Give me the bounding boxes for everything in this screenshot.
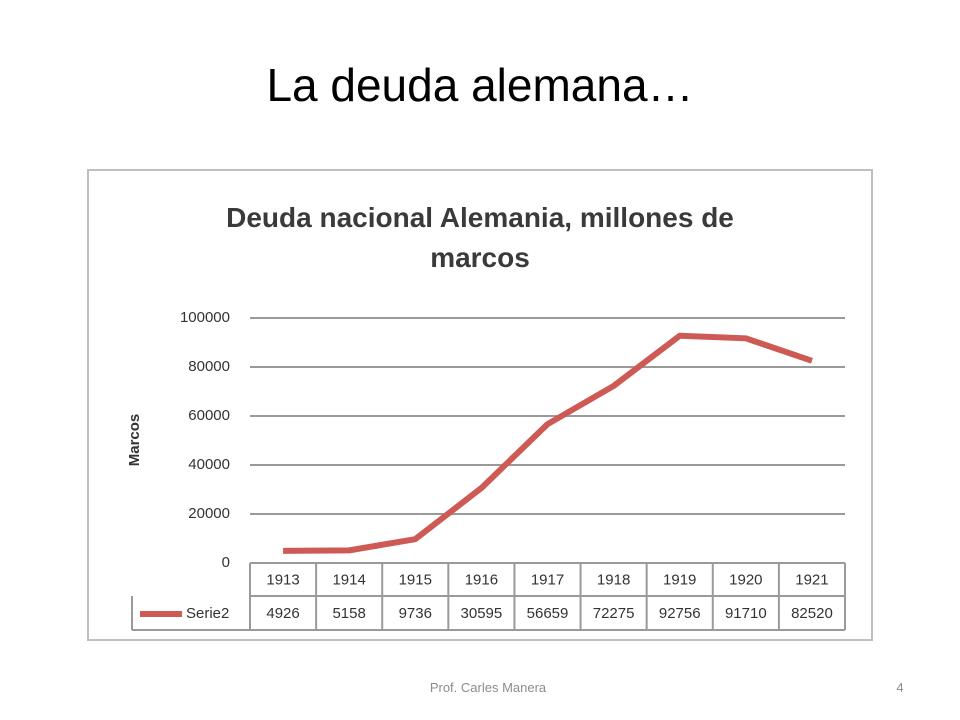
table-value: 92756 — [659, 605, 701, 622]
x-tick-label: 1914 — [332, 571, 365, 588]
y-axis-label: Marcos — [126, 414, 143, 467]
table-value: 4926 — [266, 605, 299, 622]
x-tick-label: 1919 — [663, 571, 696, 588]
y-tick-label: 0 — [222, 554, 230, 571]
table-value: 72275 — [593, 605, 635, 622]
chart-title: Deuda nacional Alemania, millones de mar… — [226, 202, 734, 273]
table-value: 82520 — [791, 605, 833, 622]
y-tick-label: 20000 — [188, 505, 230, 522]
page-number: 4 — [896, 680, 904, 695]
x-tick-label: 1913 — [266, 571, 299, 588]
x-tick-label: 1917 — [531, 571, 564, 588]
table-value: 5158 — [332, 605, 365, 622]
chart-frame — [87, 169, 873, 641]
y-tick-label: 60000 — [188, 407, 230, 424]
table-value: 91710 — [725, 605, 767, 622]
table-value: 30595 — [461, 605, 503, 622]
x-tick-label: 1915 — [399, 571, 432, 588]
x-tick-label: 1918 — [597, 571, 630, 588]
x-tick-label: 1916 — [465, 571, 498, 588]
x-tick-label: 1920 — [729, 571, 762, 588]
x-tick-label: 1921 — [795, 571, 828, 588]
footer: Prof. Carles Manera — [429, 680, 547, 695]
legend-label: Serie2 — [186, 605, 229, 622]
y-tick-label: 100000 — [180, 309, 230, 326]
y-tick-label: 40000 — [188, 456, 230, 473]
table-value: 56659 — [527, 605, 569, 622]
series-line — [283, 332, 813, 554]
table-value: 9736 — [399, 605, 432, 622]
slide-title: La deuda alemana… — [266, 59, 694, 111]
y-tick-label: 80000 — [188, 358, 230, 375]
